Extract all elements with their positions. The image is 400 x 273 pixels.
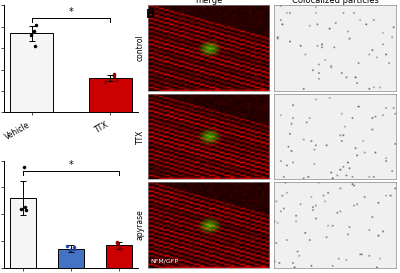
Point [111,72,117,76]
Y-axis label: apyrase: apyrase [136,210,145,240]
Point [28,33,34,38]
Point [18,206,24,211]
Point [110,74,117,78]
Point [21,165,28,170]
Text: NFM/GFP: NFM/GFP [150,258,178,263]
Point [22,205,28,210]
Y-axis label: TTX: TTX [136,129,145,144]
Y-axis label: control: control [136,35,145,61]
Title: merge: merge [195,0,222,5]
Text: B: B [146,8,156,21]
Point [32,44,38,48]
Point [31,29,38,33]
Point [113,78,120,82]
Point [23,208,30,212]
Point [71,247,77,251]
Title: Colocalized particles: Colocalized particles [292,0,378,5]
Point [114,241,121,246]
Text: *: * [69,160,74,170]
Point [66,248,73,252]
Bar [106,245,132,268]
Bar [58,249,84,268]
Point [114,240,120,244]
Point [33,23,40,27]
Text: *: * [69,7,74,17]
Point [70,245,77,250]
Point [64,244,70,248]
Point [102,80,108,85]
Point [116,244,122,248]
Bar [89,78,132,112]
Point [118,247,124,251]
Bar [10,198,36,268]
Bar [10,33,53,112]
